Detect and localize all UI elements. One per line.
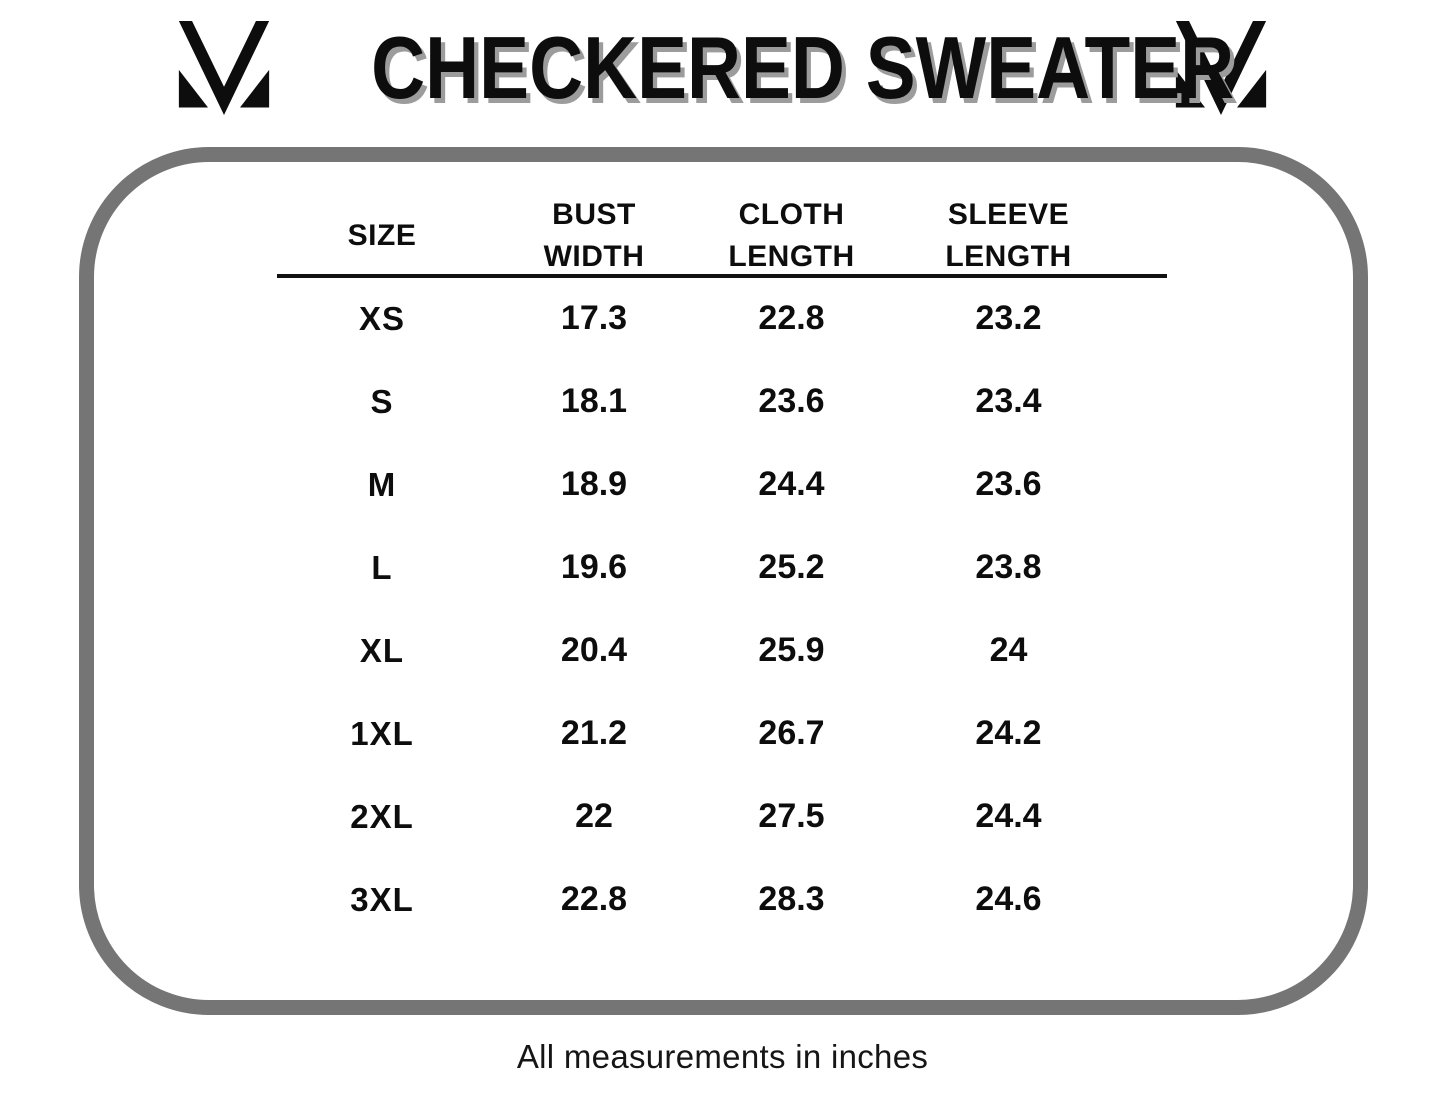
size-cell: M (367, 465, 397, 503)
column-header-bust-width: BUST WIDTH (487, 194, 701, 278)
bust-width-cell: 22.8 (560, 880, 628, 918)
chart-frame (79, 147, 1368, 1015)
column-header-line: WIDTH (543, 240, 645, 273)
size-cell: S (370, 382, 394, 420)
sleeve-length-cell: 23.8 (975, 548, 1042, 586)
title-wrap: CHECKERED SWEATER (295, 19, 1234, 117)
column-header-size: SIZE (277, 215, 487, 257)
cloth-length-cell: 22.8 (758, 299, 825, 337)
cloth-length-cell: 27.5 (758, 797, 825, 835)
table-header-row: SIZE BUST WIDTH CLOTH LENGTH SLEEVE LENG… (277, 194, 1135, 278)
brand-logo-right (1172, 21, 1270, 116)
cloth-length-cell: 23.6 (758, 382, 825, 420)
bust-width-cell: 22 (575, 797, 613, 835)
sleeve-length-cell: 24.2 (975, 714, 1042, 752)
column-header-line: SLEEVE (947, 198, 1070, 231)
bust-width-cell: 17.3 (560, 299, 628, 337)
bust-width-cell: 19.6 (560, 548, 628, 586)
sleeve-length-cell: 23.2 (975, 299, 1042, 337)
cloth-length-cell: 28.3 (758, 880, 825, 918)
units-note: All measurements in inches (516, 1038, 929, 1075)
size-cell: 2XL (350, 797, 414, 835)
size-table-body: XS 17.3 22.8 23.2 S 18.1 23.6 23.4 M 18.… (277, 277, 1135, 941)
sleeve-length-cell: 23.6 (975, 465, 1042, 503)
sleeve-length-cell: 24 (989, 631, 1028, 669)
m-monogram-icon (178, 21, 270, 116)
cloth-length-cell: 25.2 (758, 548, 825, 586)
header-divider (277, 274, 1167, 278)
cloth-length-cell: 25.9 (758, 631, 825, 669)
size-cell: L (371, 548, 393, 586)
sleeve-length-cell: 24.4 (975, 797, 1042, 835)
bust-width-cell: 20.4 (560, 631, 628, 669)
column-header-sleeve-length: SLEEVE LENGTH (882, 194, 1135, 278)
size-cell: XL (359, 631, 405, 669)
size-cell: 1XL (350, 714, 414, 752)
column-header-line: LENGTH (728, 240, 855, 273)
bust-width-cell: 18.9 (560, 465, 628, 503)
m-monogram-icon (1175, 21, 1267, 116)
cloth-length-cell: 26.7 (758, 714, 825, 752)
bust-width-cell: 21.2 (560, 714, 628, 752)
column-header-line: LENGTH (945, 240, 1072, 273)
bust-width-cell: 18.1 (560, 382, 628, 420)
page-title: CHECKERED SWEATER (371, 18, 1235, 117)
column-header-line: BUST (552, 198, 636, 231)
column-header-line: SIZE (347, 219, 417, 252)
size-cell: XS (358, 299, 406, 337)
column-header-cloth-length: CLOTH LENGTH (701, 194, 882, 278)
cloth-length-cell: 24.4 (758, 465, 825, 503)
header: CHECKERED SWEATER (0, 19, 1445, 117)
column-header-line: CLOTH (738, 198, 845, 231)
brand-logo-left (175, 21, 273, 116)
sleeve-length-cell: 24.6 (975, 880, 1042, 918)
sleeve-length-cell: 23.4 (975, 382, 1042, 420)
size-cell: 3XL (350, 880, 414, 918)
